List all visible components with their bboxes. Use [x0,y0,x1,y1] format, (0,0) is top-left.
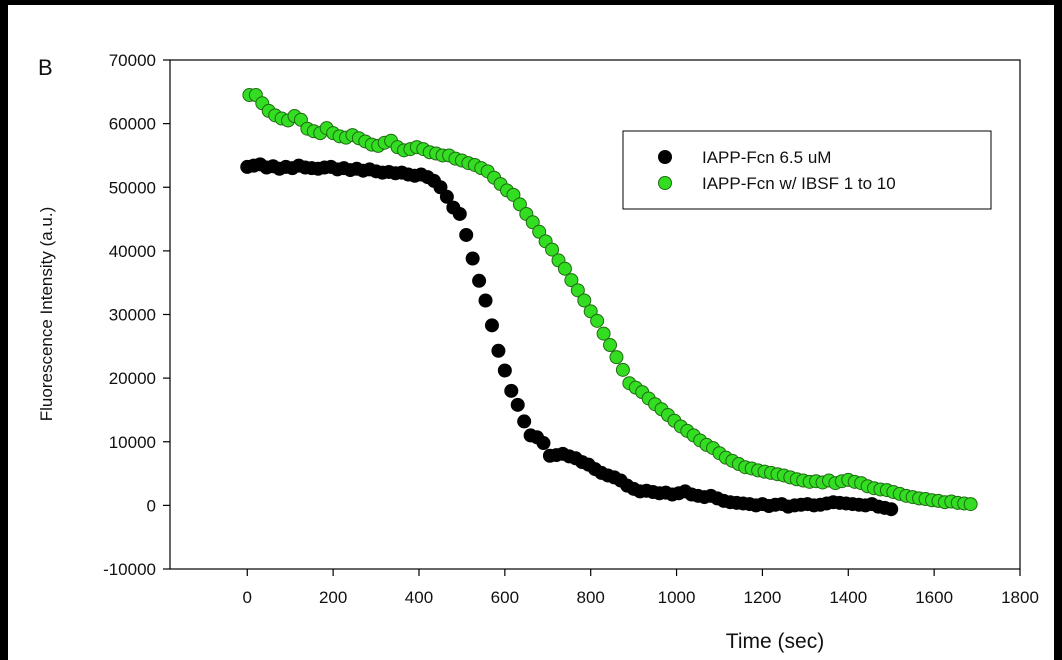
data-point [596,326,611,341]
legend-marker-series-1 [658,150,672,164]
data-point [536,436,551,451]
panel-label: B [38,55,53,80]
series-1 [240,157,899,517]
data-point [433,180,448,195]
y-tick-label: 70000 [109,51,156,70]
x-tick-label: 200 [319,588,347,607]
data-point [472,273,487,288]
x-tick-label: 800 [577,588,605,607]
data-point [884,502,899,517]
data-point [615,362,630,377]
y-tick-label: 40000 [109,242,156,261]
data-point [510,397,525,412]
y-tick-label: 60000 [109,115,156,134]
x-tick-label: 1000 [658,588,696,607]
data-point [557,261,572,276]
data-point [583,304,598,319]
legend: IAPP-Fcn 6.5 uM IAPP-Fcn w/ IBSF 1 to 10 [622,130,992,210]
data-point [570,283,585,298]
data-point [545,242,560,257]
legend-box [622,130,992,210]
data-point [609,350,624,365]
data-point [564,273,579,288]
y-tick-label: 20000 [109,369,156,388]
x-tick-label: 1600 [915,588,953,607]
data-point [504,383,519,398]
y-tick-label: 50000 [109,178,156,197]
data-point [590,313,605,328]
x-tick-label: 600 [491,588,519,607]
y-axis: -10000 0 10000 20000 30000 40000 50000 60000 700… [103,51,170,579]
data-point [512,197,527,212]
frame-left-border [0,0,8,660]
x-tick-label: 1200 [744,588,782,607]
series-2 [242,87,978,512]
data-point [532,224,547,239]
data-point [963,497,978,512]
data-point [452,206,467,221]
frame-right-border [1054,0,1062,660]
y-tick-label: 0 [147,496,156,515]
data-point [478,293,493,308]
data-point [577,293,592,308]
x-tick-label: 0 [243,588,252,607]
x-axis: 0 200 400 600 800 1000 1200 1400 1600 1800 [243,569,1039,607]
data-point [465,251,480,266]
data-point [439,189,454,204]
data-point [484,318,499,333]
legend-label-series-2: IAPP-Fcn w/ IBSF 1 to 10 [702,174,896,193]
data-point [491,343,506,358]
y-axis-title: Fluorescence Intensity (a.u.) [37,207,56,421]
data-series-layer [240,87,978,517]
data-point [459,227,474,242]
frame-top-border [0,0,1062,5]
data-point [497,363,512,378]
legend-marker-series-2 [658,176,672,190]
x-tick-label: 1400 [829,588,867,607]
data-point [603,338,618,353]
x-tick-label: 1800 [1001,588,1039,607]
legend-label-series-1: IAPP-Fcn 6.5 uM [702,148,831,167]
y-tick-label: 30000 [109,306,156,325]
data-point [517,414,532,429]
data-point [525,215,540,230]
data-point [506,187,521,202]
y-tick-label: -10000 [103,560,156,579]
x-axis-title: Time (sec) [726,630,824,653]
x-tick-label: 400 [405,588,433,607]
y-tick-label: 10000 [109,433,156,452]
